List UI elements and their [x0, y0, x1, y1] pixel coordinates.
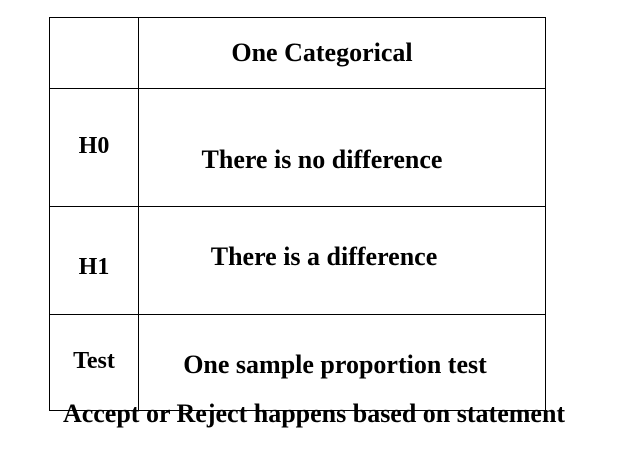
table-row-h1: H1 There is a difference — [49, 206, 546, 315]
row-label-h1: H1 — [49, 206, 139, 315]
row-value-h0: There is no difference — [138, 88, 546, 207]
header-category-cell: One Categorical — [138, 17, 546, 89]
header-corner-cell — [49, 17, 139, 89]
table-header-row: One Categorical — [49, 17, 546, 89]
row-value-h1: There is a difference — [138, 206, 546, 315]
row-label-test: Test — [49, 314, 139, 411]
hypothesis-table: One Categorical H0 There is no differenc… — [49, 17, 546, 411]
caption-text: Accept or Reject happens based on statem… — [62, 399, 566, 428]
row-label-h0: H0 — [49, 88, 139, 207]
row-value-test: One sample proportion test — [138, 314, 546, 411]
table-row-test: Test One sample proportion test — [49, 314, 546, 411]
table-row-h0: H0 There is no difference — [49, 88, 546, 207]
